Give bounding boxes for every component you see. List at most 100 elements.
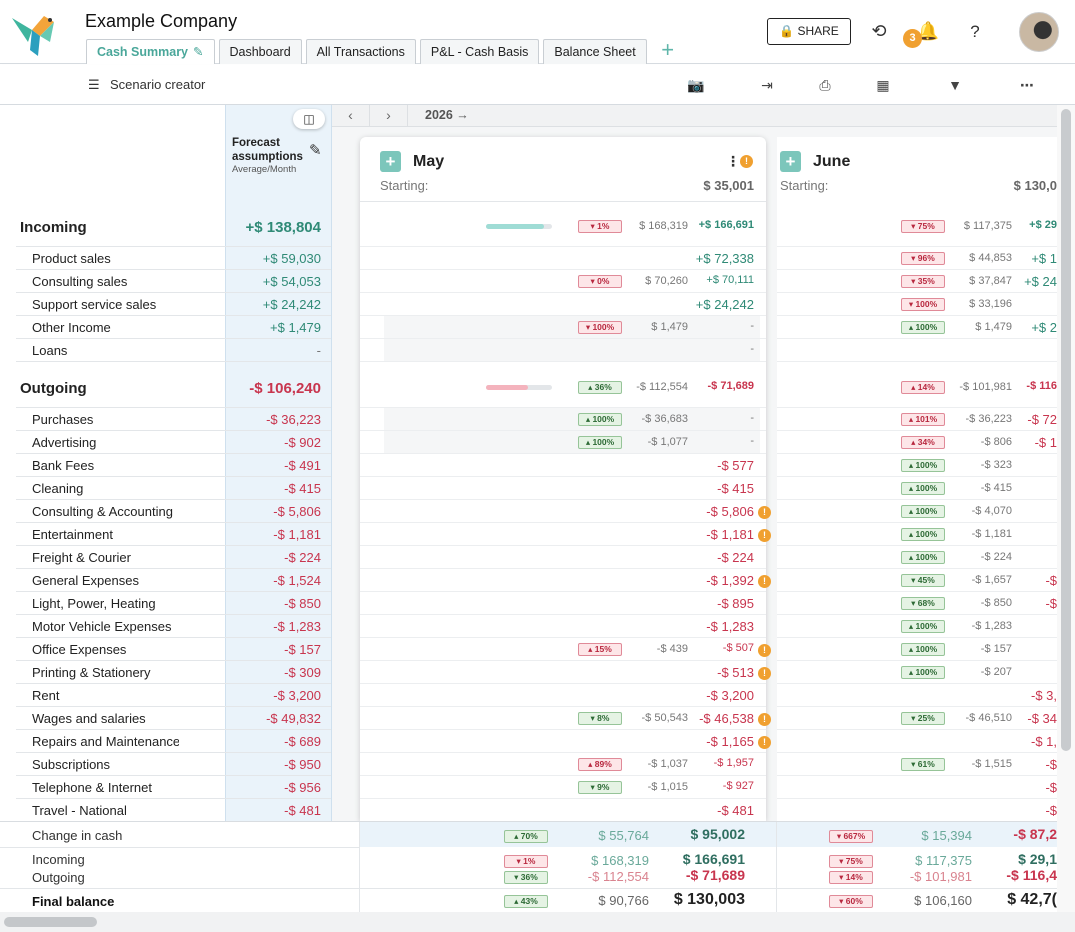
category-row[interactable]: Telephone & Internet -$ 956 [16, 776, 331, 799]
vertical-scroll-thumb[interactable] [1061, 109, 1071, 751]
forecast-value[interactable]: -$ 72 [1027, 412, 1057, 427]
forecast-value[interactable]: -$ [1045, 573, 1057, 588]
assumption-value[interactable]: -$ 157 [284, 642, 321, 657]
calendar-icon[interactable]: ▦ [876, 77, 890, 93]
print-icon[interactable]: ⎙ [819, 77, 831, 93]
forecast-value[interactable]: +$ 72,338 [695, 251, 754, 266]
forecast-value[interactable]: -$ 3,200 [706, 688, 754, 703]
assumption-value[interactable]: -$ 1,524 [273, 573, 321, 588]
forecast-value[interactable]: -$ 5,806 [706, 504, 754, 519]
assumption-value[interactable]: -$ 49,832 [266, 711, 321, 726]
category-row[interactable]: Wages and salaries -$ 49,832 [16, 707, 331, 730]
forecast-value[interactable]: - [750, 435, 754, 447]
assumption-value[interactable]: -$ 481 [284, 803, 321, 818]
assumption-value[interactable]: +$ 138,804 [245, 219, 322, 236]
assumption-value[interactable]: -$ 3,200 [273, 688, 321, 703]
assumption-value[interactable]: -$ 491 [284, 458, 321, 473]
category-row[interactable]: Loans - [16, 339, 331, 362]
export-icon[interactable]: ⇥ [761, 77, 773, 93]
warning-icon[interactable]: ! [758, 644, 771, 657]
category-row[interactable]: Other Income +$ 1,479 [16, 316, 331, 339]
warning-icon[interactable]: ! [758, 667, 771, 680]
category-row[interactable]: Advertising -$ 902 [16, 431, 331, 454]
forecast-value[interactable]: - [750, 320, 754, 332]
tab-pl-cash-basis[interactable]: P&L - Cash Basis [419, 39, 540, 64]
forecast-value[interactable]: +$ 24 [1024, 274, 1057, 289]
category-row[interactable]: Motor Vehicle Expenses -$ 1,283 [16, 615, 331, 638]
forecast-value[interactable]: -$ 1,283 [706, 619, 754, 634]
assumption-value[interactable]: -$ 415 [284, 481, 321, 496]
forecast-value[interactable]: - [750, 343, 754, 355]
help-icon[interactable]: ? [970, 22, 980, 41]
category-row[interactable]: Bank Fees -$ 491 [16, 454, 331, 477]
warning-icon[interactable]: ! [758, 713, 771, 726]
category-row[interactable]: Repairs and Maintenance -$ 689 [16, 730, 331, 753]
edit-pencil-icon[interactable]: ✎ [193, 45, 204, 59]
category-row[interactable]: Subscriptions -$ 950 [16, 753, 331, 776]
bell-icon[interactable]: 🔔 [916, 21, 940, 41]
forecast-value[interactable]: -$ 1,392 [706, 573, 754, 588]
filter-icon[interactable]: ▼ [948, 77, 962, 93]
category-row[interactable]: Consulting & Accounting -$ 5,806 [16, 500, 331, 523]
section-row[interactable]: Incoming +$ 138,804 [16, 201, 331, 247]
column-toggle-icon[interactable]: ◫ [293, 109, 325, 129]
user-avatar[interactable] [1019, 12, 1059, 52]
tab-dashboard[interactable]: Dashboard [218, 39, 302, 64]
forecast-value[interactable]: -$ 1, [1030, 734, 1057, 749]
category-row[interactable]: Purchases -$ 36,223 [16, 408, 331, 431]
assumption-value[interactable]: -$ 1,283 [273, 619, 321, 634]
company-name[interactable]: Example Company [85, 11, 238, 31]
forecast-value[interactable]: -$ 577 [717, 458, 754, 473]
add-month-plus-icon[interactable]: + [780, 151, 801, 172]
category-row[interactable]: Cleaning -$ 415 [16, 477, 331, 500]
category-row[interactable]: Rent -$ 3,200 [16, 684, 331, 707]
assumption-value[interactable]: -$ 106,240 [249, 380, 321, 397]
forecast-value[interactable]: - [750, 412, 754, 424]
assumption-value[interactable]: +$ 59,030 [262, 251, 321, 266]
forecast-value[interactable]: -$ 1 [1034, 435, 1057, 450]
prev-month-chevron-icon[interactable]: ‹ [332, 105, 370, 127]
forecast-value[interactable]: -$ 34 [1027, 711, 1057, 726]
assumption-value[interactable]: -$ 850 [284, 596, 321, 611]
forecast-value[interactable]: -$ 224 [717, 550, 754, 565]
assumption-value[interactable]: -$ 5,806 [273, 504, 321, 519]
next-month-chevron-icon[interactable]: › [370, 105, 408, 127]
warning-icon[interactable]: ! [758, 529, 771, 542]
forecast-value[interactable]: +$ 2 [1031, 320, 1057, 335]
forecast-value[interactable]: -$ [1045, 780, 1057, 795]
category-row[interactable]: Freight & Courier -$ 224 [16, 546, 331, 569]
edit-assumptions-pencil-icon[interactable]: ✎ [309, 142, 322, 159]
forecast-value[interactable]: +$ 1 [1031, 251, 1057, 266]
forecast-value[interactable]: -$ [1045, 596, 1057, 611]
forecast-value[interactable]: -$ 46,538 [699, 711, 754, 726]
history-icon[interactable]: ⟲ [871, 21, 887, 41]
assumption-value[interactable]: -$ 309 [284, 665, 321, 680]
category-row[interactable]: Travel - National -$ 481 [16, 799, 331, 822]
assumption-value[interactable]: -$ 224 [284, 550, 321, 565]
assumption-value[interactable]: - [316, 343, 321, 358]
forecast-value[interactable]: -$ 513 [717, 665, 754, 680]
horizontal-scrollbar[interactable] [0, 912, 1075, 932]
forecast-value[interactable]: -$ [1045, 757, 1057, 772]
year-label[interactable]: 2026 → [425, 108, 469, 122]
section-row[interactable]: Outgoing -$ 106,240 [16, 362, 331, 408]
tab-all-transactions[interactable]: All Transactions [305, 39, 416, 64]
category-row[interactable]: Support service sales +$ 24,242 [16, 293, 331, 316]
share-button[interactable]: 🔒 SHARE [767, 18, 851, 45]
assumption-value[interactable]: -$ 1,181 [273, 527, 321, 542]
forecast-value[interactable]: -$ 1,957 [713, 757, 754, 769]
horizontal-scroll-thumb[interactable] [4, 917, 97, 927]
forecast-value[interactable]: -$ 481 [717, 803, 754, 818]
assumption-value[interactable]: -$ 956 [284, 780, 321, 795]
more-icon[interactable]: ⋯ [1020, 77, 1034, 93]
warning-icon[interactable]: ! [758, 506, 771, 519]
warning-icon[interactable]: ! [758, 736, 771, 749]
forecast-value[interactable]: +$ 29 [1029, 219, 1057, 231]
forecast-value[interactable]: -$ [1045, 803, 1057, 818]
category-row[interactable]: Entertainment -$ 1,181 [16, 523, 331, 546]
tab-cash-summary[interactable]: Cash Summary ✎ [86, 39, 215, 64]
forecast-value[interactable]: +$ 24,242 [695, 297, 754, 312]
category-row[interactable]: Office Expenses -$ 157 [16, 638, 331, 661]
month-options-icon[interactable]: ⋮ [726, 153, 740, 169]
assumption-value[interactable]: -$ 36,223 [266, 412, 321, 427]
